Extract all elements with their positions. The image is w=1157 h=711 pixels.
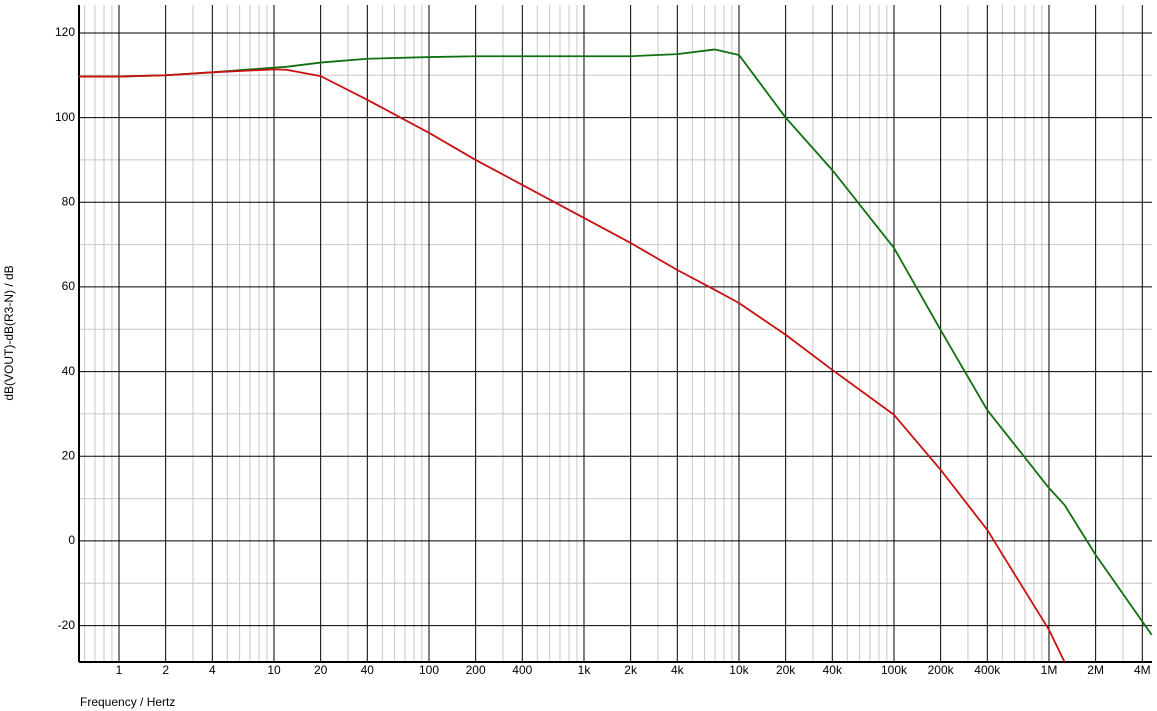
x-tick-label: 1M	[1041, 663, 1058, 677]
x-tick-label: 10k	[729, 663, 749, 677]
y-tick-label: 60	[62, 279, 76, 293]
y-tick-label: 80	[62, 194, 76, 208]
x-axis-label: Frequency / Hertz	[80, 695, 175, 709]
y-tick-label: 40	[62, 364, 76, 378]
x-tick-label: 200k	[928, 663, 955, 677]
x-tick-label: 2M	[1087, 663, 1104, 677]
x-tick-label: 4M	[1134, 663, 1151, 677]
y-tick-label: 20	[62, 448, 76, 462]
x-tick-label: 200	[466, 663, 486, 677]
x-tick-label: 20k	[776, 663, 796, 677]
x-tick-label: 400k	[974, 663, 1001, 677]
y-tick-label: -20	[58, 618, 76, 632]
y-tick-label: 0	[68, 533, 75, 547]
y-tick-label: 100	[55, 110, 75, 124]
x-tick-label: 2	[162, 663, 169, 677]
series-line	[78, 48, 1153, 636]
x-tick-label: 100k	[881, 663, 908, 677]
x-tick-label: 40k	[823, 663, 843, 677]
x-tick-label: 20	[314, 663, 328, 677]
x-tick-label: 400	[512, 663, 532, 677]
x-tick-label: 2k	[624, 663, 638, 677]
x-tick-label: 40	[361, 663, 375, 677]
x-tick-label: 10	[267, 663, 281, 677]
x-tick-label: 1k	[578, 663, 592, 677]
y-tick-label: 120	[55, 25, 75, 39]
x-tick-label: 4k	[671, 663, 685, 677]
y-axis-label: dB(VOUT)-dB(R3-N) / dB	[2, 265, 16, 400]
series-line	[78, 68, 1066, 663]
x-tick-label: 100	[419, 663, 439, 677]
x-tick-label: 4	[209, 663, 216, 677]
x-tick-label: 1	[116, 663, 123, 677]
